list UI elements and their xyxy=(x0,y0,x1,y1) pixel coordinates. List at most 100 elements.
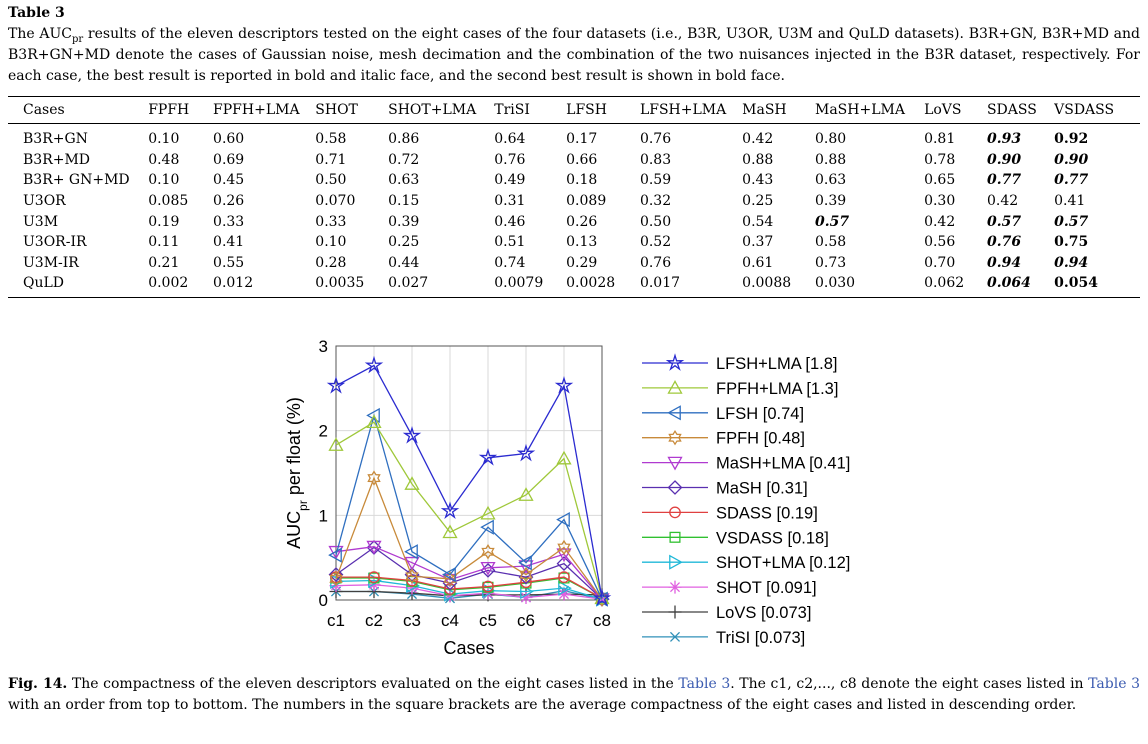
column-header: SHOT xyxy=(315,96,389,124)
table-3-link-2[interactable]: Table 3 xyxy=(1088,676,1141,692)
data-point xyxy=(404,476,420,490)
series-line xyxy=(335,546,603,600)
data-point xyxy=(519,566,533,583)
data-point xyxy=(404,556,420,571)
value-cell: 0.44 xyxy=(388,254,420,271)
plot-frame xyxy=(335,345,603,601)
data-point xyxy=(556,511,570,528)
table-row: U3M 0.19 0.33 0.33 0.39 0.46 0.26 0.50 0.54 0.57 0… xyxy=(8,211,1140,232)
legend-entry: TriSI [0.073] xyxy=(716,629,805,647)
legend-entry: LFSH [0.74] xyxy=(716,405,804,423)
data-point xyxy=(402,426,422,444)
series-line xyxy=(336,577,603,599)
value-cell: 0.57 xyxy=(815,213,850,230)
value-cell: 0.10 xyxy=(148,131,180,148)
legend-entry: LFSH+LMA [1.8] xyxy=(716,355,838,373)
legend-entry: FPFH [0.48] xyxy=(716,430,805,448)
column-header: MaSH xyxy=(742,96,815,124)
legend-marker xyxy=(667,405,681,421)
table-caption: The AUCpr results of the eleven descript… xyxy=(8,24,1140,87)
y-tick-label: 3 xyxy=(319,337,328,356)
y-tick-label: 2 xyxy=(319,422,328,441)
value-cell: 0.43 xyxy=(742,172,774,189)
data-point xyxy=(367,470,381,486)
value-cell: 0.017 xyxy=(639,273,743,298)
value-cell: 0.027 xyxy=(388,273,495,298)
data-point xyxy=(366,407,380,424)
value-cell: 0.92 xyxy=(1054,131,1089,148)
value-cell: 0.32 xyxy=(639,193,672,210)
table-body: B3R+GN 0.10 0.60 0.58 0.86 0.64 0.17 0.76 0.42 0.… xyxy=(8,124,1140,298)
value-cell: 0.37 xyxy=(742,234,774,251)
legend-marker xyxy=(668,580,682,594)
legend-entry: MaSH [0.31] xyxy=(716,480,808,498)
value-cell: 0.58 xyxy=(815,234,847,251)
value-cell: 0.63 xyxy=(388,172,420,189)
table-row: QuLD 0.002 0.012 0.0035 0.027 0.0079 0.0028 0.0… xyxy=(8,273,1140,298)
y-tick-label: 1 xyxy=(319,506,328,525)
column-header: LFSH xyxy=(566,96,640,124)
case-cell: U3OR xyxy=(23,193,66,210)
column-header: LoVS xyxy=(924,96,987,124)
series-line xyxy=(335,364,603,599)
value-cell: 0.59 xyxy=(639,172,672,189)
legend-marker xyxy=(669,631,681,642)
results-table: Cases FPFH FPFH+LMA SHOT SHOT+LMA TriSI LFSH LF… xyxy=(8,96,1140,298)
figure-caption-part-2: . The c1, c2,..., c8 denote the eight ca… xyxy=(730,676,1089,692)
value-cell: 0.15 xyxy=(388,193,420,210)
value-cell: 0.48 xyxy=(148,151,180,168)
table-row: B3R+MD 0.48 0.69 0.71 0.72 0.76 0.66 0.83 0.88 0.… xyxy=(8,150,1140,171)
data-point xyxy=(480,561,496,576)
table-caption-text: The AUC xyxy=(8,26,72,42)
value-cell: 0.77 xyxy=(1054,172,1089,189)
legend-entry: SDASS [0.19] xyxy=(716,504,818,522)
legend-entry: MaSH+LMA [0.41] xyxy=(716,455,850,473)
value-cell: 0.45 xyxy=(213,172,245,189)
legend-entry: FPFH+LMA [1.3] xyxy=(716,380,838,398)
table-row: B3R+ GN+MD 0.10 0.45 0.50 0.63 0.49 0.18 0.59 0.… xyxy=(8,170,1140,191)
data-point xyxy=(329,571,343,587)
legend-marker xyxy=(669,531,681,543)
data-point xyxy=(518,560,534,574)
data-point xyxy=(405,581,419,595)
value-cell: 0.93 xyxy=(986,131,1022,148)
data-point xyxy=(444,583,456,595)
data-point xyxy=(556,450,572,465)
value-cell: 0.46 xyxy=(494,213,526,230)
value-cell: 0.012 xyxy=(213,273,316,298)
data-point xyxy=(366,540,382,555)
value-cell: 0.002 xyxy=(148,273,214,298)
value-cell: 0.76 xyxy=(986,234,1022,251)
value-cell: 0.0088 xyxy=(742,273,815,298)
column-header: VSDASS xyxy=(1054,96,1140,124)
value-cell: 0.90 xyxy=(1054,151,1089,168)
data-point xyxy=(592,588,612,607)
data-point xyxy=(328,437,344,451)
value-cell: 0.39 xyxy=(815,193,847,210)
case-cell: U3M-IR xyxy=(23,254,79,271)
column-header: SHOT+LMA xyxy=(388,96,495,124)
table-header-row: Cases FPFH FPFH+LMA SHOT SHOT+LMA TriSI LFSH LF… xyxy=(8,96,1140,124)
value-cell: 0.39 xyxy=(388,213,420,230)
figure-caption: Fig. 14. The compactness of the eleven d… xyxy=(8,674,1140,716)
value-cell: 0.71 xyxy=(315,151,347,168)
value-cell: 0.88 xyxy=(815,151,847,168)
data-point xyxy=(480,505,496,520)
legend-marker xyxy=(667,380,683,394)
data-point xyxy=(442,524,458,539)
figure-label: Fig. 14. xyxy=(8,676,68,692)
value-cell: 0.63 xyxy=(815,172,847,189)
column-header: FPFH+LMA xyxy=(213,96,316,124)
data-point xyxy=(364,355,384,374)
table-3-link-1[interactable]: Table 3 xyxy=(678,676,731,692)
value-cell: 0.10 xyxy=(148,172,180,189)
data-point xyxy=(594,590,610,605)
legend-marker xyxy=(668,605,682,619)
data-point xyxy=(557,539,571,556)
value-cell: 0.80 xyxy=(815,131,847,148)
value-cell: 0.089 xyxy=(566,193,607,210)
data-point xyxy=(366,414,382,429)
value-cell: 0.30 xyxy=(924,193,956,210)
value-cell: 0.13 xyxy=(566,234,598,251)
case-cell: B3R+GN xyxy=(23,131,88,148)
